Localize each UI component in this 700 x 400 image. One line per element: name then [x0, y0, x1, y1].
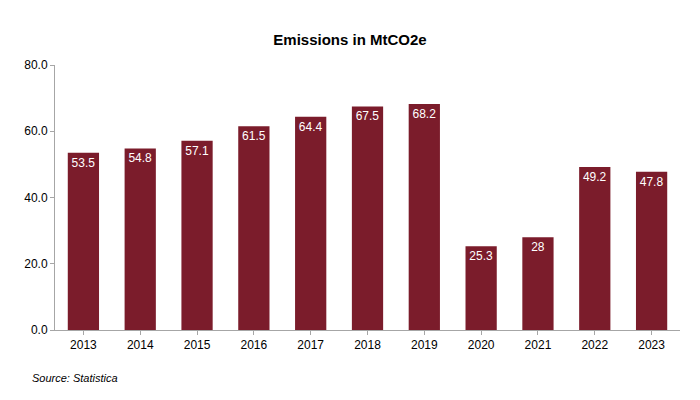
- svg-text:53.5: 53.5: [72, 156, 96, 170]
- svg-text:2018: 2018: [354, 338, 381, 352]
- svg-text:47.8: 47.8: [640, 175, 664, 189]
- svg-text:40.0: 40.0: [24, 191, 48, 205]
- svg-text:54.8: 54.8: [128, 151, 152, 165]
- svg-text:2020: 2020: [468, 338, 495, 352]
- svg-text:20.0: 20.0: [24, 257, 48, 271]
- svg-text:Emissions in MtCO2e: Emissions in MtCO2e: [273, 31, 426, 48]
- svg-text:2022: 2022: [581, 338, 608, 352]
- svg-text:2015: 2015: [184, 338, 211, 352]
- svg-text:2017: 2017: [297, 338, 324, 352]
- svg-text:2013: 2013: [70, 338, 97, 352]
- svg-text:28: 28: [531, 240, 545, 254]
- svg-text:2023: 2023: [638, 338, 665, 352]
- svg-text:80.0: 80.0: [24, 58, 48, 72]
- svg-text:Source: Statistica: Source: Statistica: [32, 372, 118, 384]
- svg-text:57.1: 57.1: [185, 144, 209, 158]
- svg-text:2014: 2014: [127, 338, 154, 352]
- svg-text:68.2: 68.2: [412, 107, 436, 121]
- svg-text:2019: 2019: [411, 338, 438, 352]
- svg-text:25.3: 25.3: [469, 249, 493, 263]
- svg-text:49.2: 49.2: [583, 170, 607, 184]
- svg-text:0.0: 0.0: [31, 323, 48, 337]
- svg-text:64.4: 64.4: [299, 120, 323, 134]
- svg-text:60.0: 60.0: [24, 124, 48, 138]
- svg-text:67.5: 67.5: [356, 109, 380, 123]
- svg-text:2016: 2016: [241, 338, 268, 352]
- svg-text:61.5: 61.5: [242, 129, 266, 143]
- svg-text:2021: 2021: [525, 338, 552, 352]
